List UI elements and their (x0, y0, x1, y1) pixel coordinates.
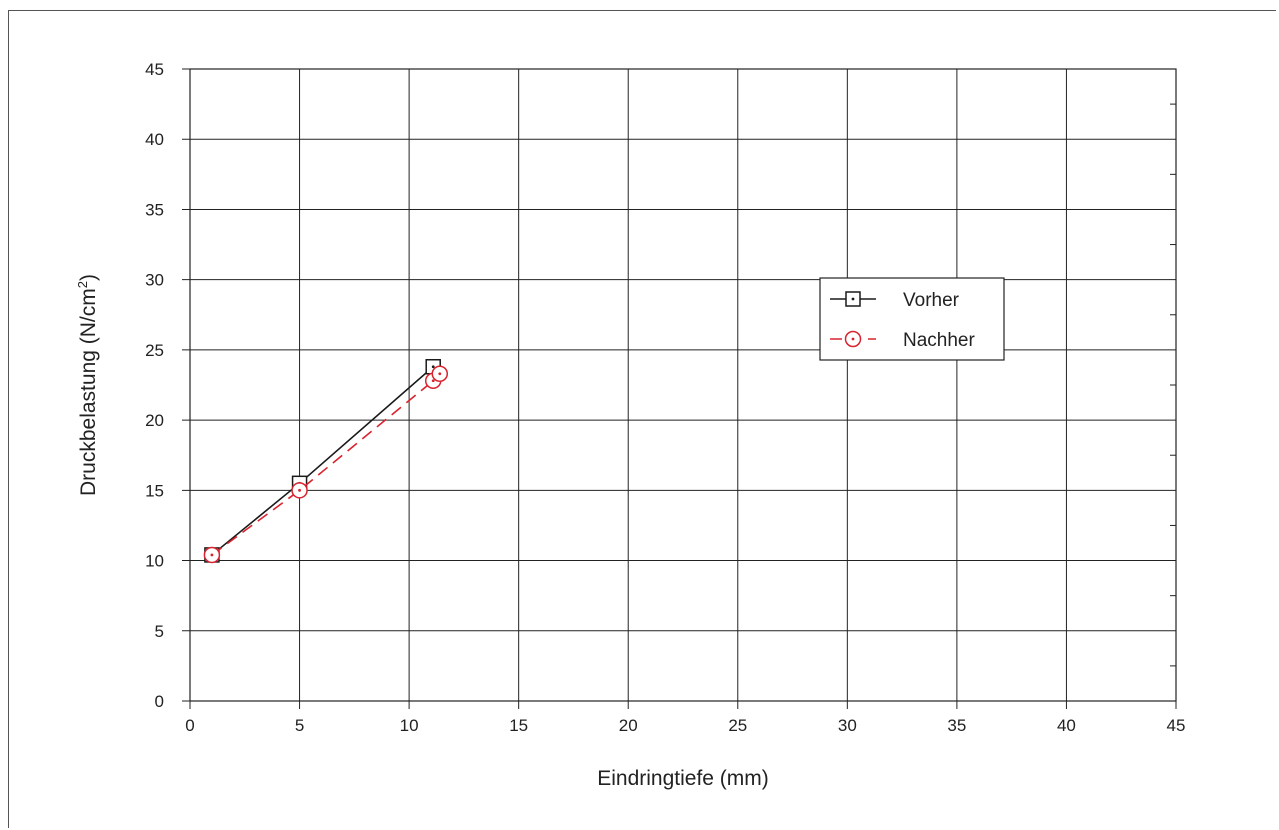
y-axis-label: Druckbelastung (N/cm2) (75, 274, 100, 496)
y-tick-label: 30 (145, 271, 164, 290)
data-point-nachher-dot (210, 553, 214, 557)
legend-item-nachher: Nachher (830, 330, 975, 351)
x-tick-label: 15 (509, 716, 528, 735)
x-tick-label: 35 (947, 716, 966, 735)
series-nachher (203, 365, 449, 564)
y-axis-label-superscript: 2 (75, 281, 90, 288)
right-axis-ticks (1170, 103, 1176, 667)
x-tick-label: 25 (728, 716, 747, 735)
data-point-nachher-dot (298, 488, 301, 492)
data-point-vorher-dot (431, 365, 435, 369)
plot-border (189, 68, 1177, 702)
x-tick-label: 10 (400, 716, 419, 735)
y-tick-label: 45 (145, 60, 164, 79)
x-tick-label: 45 (1167, 716, 1186, 735)
x-tick-labels: 0 5 10 15 20 25 30 35 40 45 (185, 716, 1185, 735)
legend-marker-dot (851, 297, 855, 301)
y-tick-label: 25 (145, 341, 164, 360)
chart-frame (8, 10, 1276, 828)
y-tick-label: 10 (145, 552, 164, 571)
y-tick-label: 5 (155, 622, 164, 641)
series-group (203, 358, 449, 564)
legend-label: Vorher (903, 290, 960, 311)
grid (182, 68, 1177, 709)
data-point-nachher-dot (431, 379, 435, 383)
x-tick-label: 0 (185, 716, 194, 735)
y-tick-label: 35 (145, 200, 164, 219)
x-tick-label: 40 (1057, 716, 1076, 735)
x-axis-label: Eindringtiefe (mm) (597, 767, 769, 790)
y-tick-label: 15 (145, 481, 164, 500)
y-tick-label: 40 (145, 130, 164, 149)
y-tick-labels: 0 5 10 15 20 25 30 35 40 45 (145, 60, 164, 711)
y-tick-label: 0 (155, 692, 164, 711)
legend-item-vorher: Vorher (830, 290, 960, 311)
data-point-nachher-dot (438, 372, 442, 376)
y-axis-label-main: Druckbelastung (N/cm (77, 288, 100, 496)
series-line-vorher (211, 366, 434, 556)
y-tick-label: 20 (145, 411, 164, 430)
series-vorher (204, 358, 441, 563)
y-axis-label-end: ) (77, 274, 100, 281)
legend: Vorher Nachher (819, 277, 1005, 361)
x-tick-label: 5 (295, 716, 304, 735)
x-tick-label: 30 (838, 716, 857, 735)
x-tick-label: 20 (619, 716, 638, 735)
legend-label: Nachher (903, 330, 975, 351)
legend-marker-dot (851, 337, 855, 341)
